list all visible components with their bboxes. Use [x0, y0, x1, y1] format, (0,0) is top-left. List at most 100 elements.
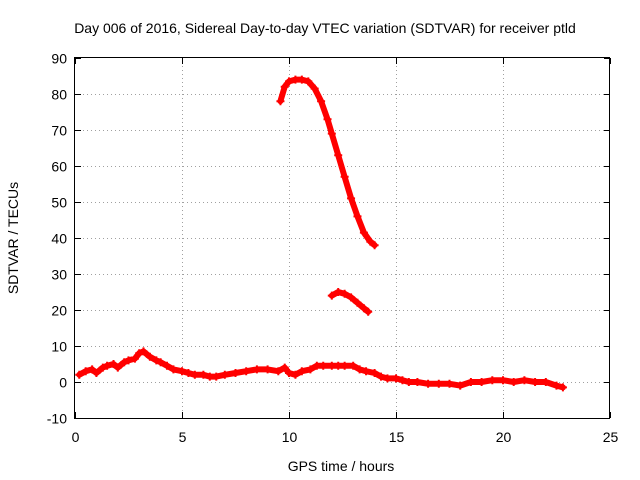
data-point: [398, 376, 407, 385]
y-tick-label: 80: [51, 87, 67, 103]
data-point: [113, 363, 122, 372]
data-point: [306, 365, 315, 374]
data-point: [349, 361, 358, 370]
y-tick-label: 60: [51, 159, 67, 175]
data-point: [98, 363, 107, 372]
y-tick-label: 40: [51, 231, 67, 247]
data-point: [366, 237, 375, 246]
data-point: [169, 365, 178, 374]
data-point: [124, 356, 133, 365]
data-point: [456, 381, 465, 390]
y-tick-label: 0: [59, 375, 67, 391]
data-point: [413, 378, 422, 386]
data-point: [310, 84, 319, 93]
series-arc-high: [276, 75, 379, 250]
data-point: [190, 370, 199, 379]
data-point: [291, 370, 300, 379]
data-point: [477, 378, 486, 386]
data-point: [156, 358, 165, 367]
data-point: [364, 307, 373, 316]
data-point: [178, 367, 186, 376]
series-baseline: [75, 347, 567, 392]
data-point: [499, 376, 507, 385]
data-point: [327, 291, 336, 300]
data-point: [184, 369, 193, 377]
data-series: [75, 75, 567, 392]
data-point: [359, 304, 368, 313]
data-point: [353, 298, 362, 307]
data-point: [252, 365, 261, 374]
y-tick-label: 30: [51, 267, 67, 283]
data-point: [92, 369, 101, 377]
data-point: [212, 372, 221, 381]
data-point: [323, 115, 332, 124]
data-point: [383, 374, 392, 383]
data-point: [163, 361, 172, 370]
data-point: [340, 289, 349, 298]
data-point: [347, 293, 356, 302]
chart-title: Day 006 of 2016, Sidereal Day-to-day VTE…: [74, 20, 576, 36]
y-tick-label: 50: [51, 195, 67, 211]
y-tick-label: 10: [51, 339, 67, 355]
data-point: [319, 361, 328, 370]
data-point: [445, 379, 454, 388]
x-tick-label: 5: [179, 429, 187, 445]
data-point: [297, 75, 306, 84]
x-tick-label: 15: [389, 429, 405, 445]
data-point: [130, 354, 139, 363]
data-point: [139, 347, 148, 356]
data-point: [280, 82, 289, 91]
data-point: [558, 383, 567, 392]
axis-ticks: 0 5 10 15 20 25 -10 0 10 20 30 40 50 60 70 80 90: [47, 51, 619, 446]
x-tick-label: 25: [603, 429, 619, 445]
y-tick-label: 20: [51, 303, 67, 319]
data-point: [120, 358, 129, 367]
data-point: [274, 367, 283, 376]
data-point: [340, 361, 349, 370]
data-point: [541, 378, 550, 386]
data-point: [334, 288, 343, 296]
data-point: [103, 361, 112, 370]
data-point: [88, 365, 97, 374]
data-point: [231, 369, 240, 377]
data-point: [334, 151, 343, 160]
series-arc-mid: [327, 288, 373, 316]
data-point: [81, 367, 90, 376]
data-point: [285, 369, 293, 377]
grid: [75, 58, 610, 418]
x-axis-label: GPS time / hours: [288, 458, 395, 474]
y-tick-label: 90: [51, 51, 67, 67]
y-tick-label: 70: [51, 123, 67, 139]
x-tick-label: 0: [72, 429, 80, 445]
data-point: [285, 77, 293, 86]
data-point: [355, 365, 364, 374]
data-point: [220, 370, 229, 379]
data-point: [135, 349, 144, 358]
data-point: [109, 360, 118, 368]
data-point: [370, 241, 379, 250]
data-point: [75, 370, 84, 379]
data-point: [347, 194, 356, 203]
y-tick-label: -10: [47, 411, 67, 427]
data-point: [466, 378, 475, 386]
x-tick-label: 10: [282, 429, 298, 445]
data-point: [263, 365, 272, 374]
data-point: [392, 374, 400, 383]
data-point: [531, 378, 540, 386]
x-tick-label: 20: [496, 429, 512, 445]
data-point: [353, 212, 362, 221]
data-point: [145, 352, 154, 361]
data-point: [327, 129, 336, 138]
data-point: [552, 381, 561, 390]
data-point: [280, 363, 289, 372]
data-point: [424, 379, 433, 388]
data-point: [359, 228, 368, 237]
data-point: [520, 376, 529, 385]
data-point: [377, 372, 386, 381]
data-point: [434, 379, 443, 388]
data-point: [297, 367, 306, 376]
data-point: [317, 97, 326, 106]
data-point: [199, 370, 208, 379]
y-axis-label: SDTVAR / TECUs: [5, 182, 21, 294]
